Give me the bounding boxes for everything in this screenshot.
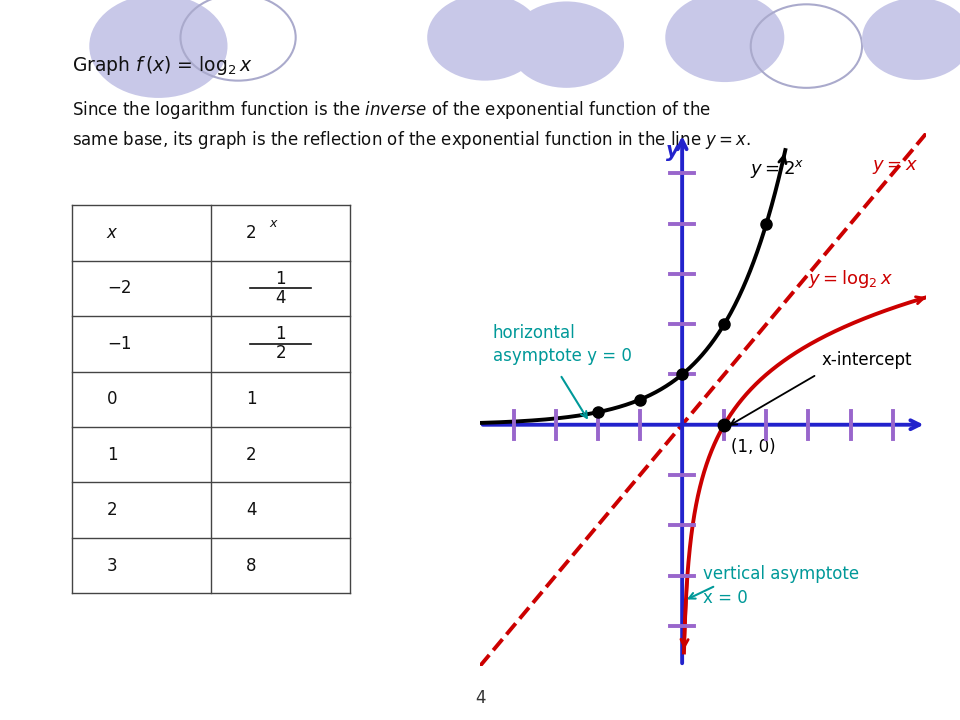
Circle shape [509,1,624,88]
Text: 1: 1 [276,325,286,343]
Text: 8: 8 [246,557,256,575]
Circle shape [89,0,228,98]
Text: $y = 2^x$: $y = 2^x$ [750,158,804,180]
Text: 4: 4 [276,289,286,307]
Text: x: x [107,224,117,242]
Text: horizontal
asymptote y = 0: horizontal asymptote y = 0 [492,323,632,365]
Text: Graph $f\,(x)$ = log$_2\,x$: Graph $f\,(x)$ = log$_2\,x$ [72,54,252,77]
Text: 2: 2 [107,501,117,519]
Text: (1, 0): (1, 0) [731,438,775,456]
Text: $y = \log_2 x$: $y = \log_2 x$ [807,268,893,290]
Text: 1: 1 [246,390,256,408]
Text: 1: 1 [107,446,117,464]
Text: 2: 2 [276,344,286,362]
Text: vertical asymptote
x = 0: vertical asymptote x = 0 [703,565,859,607]
Text: x: x [270,217,277,230]
Text: 0: 0 [107,390,117,408]
Text: Since the logarithm function is the $\it{inverse}$ of the exponential function o: Since the logarithm function is the $\it… [72,99,752,151]
Text: −2: −2 [107,279,132,297]
Text: 4: 4 [246,501,256,519]
Text: y: y [666,140,680,161]
Text: x-intercept: x-intercept [821,351,912,369]
Text: 1: 1 [276,270,286,288]
Text: $y = x$: $y = x$ [872,158,918,176]
Circle shape [427,0,542,81]
Text: 4: 4 [475,689,485,707]
Circle shape [665,0,784,82]
Text: 3: 3 [107,557,117,575]
Text: −1: −1 [107,335,132,353]
Text: 2: 2 [246,446,256,464]
Circle shape [862,0,960,80]
Text: 2: 2 [246,224,256,242]
